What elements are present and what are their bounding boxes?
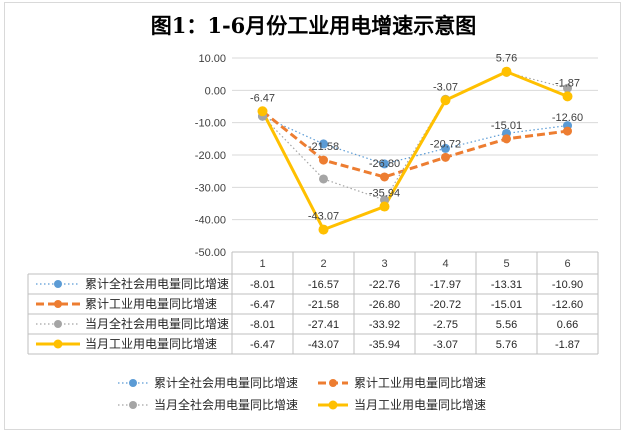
- data-label: -15.01: [491, 120, 522, 132]
- data-point: [319, 155, 328, 165]
- series-line: [262, 71, 568, 201]
- table-cell: -35.94: [369, 339, 400, 351]
- table-cell: -12.60: [552, 299, 583, 311]
- table-legend-marker: [53, 339, 63, 349]
- data-label: -35.94: [369, 188, 400, 200]
- table-cell: -26.80: [369, 299, 400, 311]
- y-tick-label: 0.00: [205, 85, 226, 97]
- data-point: [562, 91, 573, 102]
- x-tick-label: 1: [259, 258, 265, 270]
- y-tick-label: -30.00: [195, 182, 226, 194]
- table-cell: -15.01: [491, 299, 522, 311]
- x-tick-label: 3: [381, 258, 387, 270]
- data-point: [380, 159, 389, 169]
- table-series-name: 累计工业用电量同比增速: [85, 297, 217, 311]
- data-point: [563, 83, 572, 93]
- table-series-name: 累计全社会用电量同比增速: [85, 276, 229, 291]
- data-point: [318, 224, 329, 235]
- table-cell: -8.01: [250, 319, 275, 331]
- table-cell: -6.47: [250, 339, 275, 351]
- y-tick-label: -50.00: [195, 247, 226, 259]
- legend-entry: 当月工业用电量同比增速: [354, 398, 486, 412]
- table-cell: -3.07: [433, 339, 458, 351]
- legend-marker: [129, 401, 137, 409]
- y-axis-ticks: 10.00 0.00 -10.00 -20.00 -30.00 -40.00 -50.00: [195, 53, 226, 259]
- table-cell: -17.97: [430, 279, 461, 291]
- data-label: -20.72: [430, 138, 461, 150]
- table-cell: -27.41: [308, 319, 339, 331]
- table-cell: -21.58: [308, 299, 339, 311]
- data-label: -1.87: [555, 77, 580, 89]
- y-tick-label: -10.00: [195, 118, 226, 130]
- data-point: [563, 126, 572, 136]
- data-label: -26.80: [369, 158, 400, 170]
- series-markers: [257, 66, 573, 235]
- chart-title: 图1：1-6月份工业用电增速示意图: [150, 13, 477, 38]
- data-label: -12.60: [552, 112, 583, 124]
- x-tick-label: 6: [564, 258, 570, 270]
- table-legend-marker: [54, 320, 62, 328]
- y-tick-label: 10.00: [198, 53, 226, 65]
- legend-marker: [129, 379, 137, 387]
- table-cell: -20.72: [430, 299, 461, 311]
- data-point: [440, 95, 451, 106]
- data-point: [501, 66, 512, 77]
- legend-entry: 当月全社会用电量同比增速: [154, 397, 298, 412]
- x-tick-label: 5: [503, 258, 509, 270]
- data-point: [319, 174, 328, 184]
- data-point: [319, 139, 328, 149]
- data-point: [380, 172, 389, 182]
- data-label: -21.58: [308, 141, 339, 153]
- table-cell: -13.31: [491, 279, 522, 291]
- data-table: 1 2 3 4 5 6 累计全社会用电量同比增速 -8.01 -16.57 -22.76 -17.9…: [27, 251, 599, 355]
- table-cell: 5.76: [496, 339, 517, 351]
- table-cell: -2.75: [433, 319, 458, 331]
- table-cell: 5.56: [496, 319, 517, 331]
- data-point: [441, 143, 450, 153]
- legend-marker: [328, 400, 338, 410]
- chart-frame: [4, 2, 621, 430]
- legend-entry: 累计工业用电量同比增速: [354, 376, 486, 390]
- series-line: [261, 110, 568, 179]
- y-tick-label: -20.00: [195, 150, 226, 162]
- data-label: -3.07: [433, 81, 458, 93]
- series-line: [261, 70, 569, 232]
- table-cell: -1.87: [555, 339, 580, 351]
- table-series-name: 当月工业用电量同比增速: [85, 337, 217, 351]
- table-cell: -10.90: [552, 279, 583, 291]
- table-cell: -8.01: [250, 279, 275, 291]
- data-label: -43.07: [308, 211, 339, 223]
- x-tick-label: 2: [320, 258, 326, 270]
- data-point: [502, 134, 511, 144]
- table-series-name: 当月全社会用电量同比增速: [85, 316, 229, 331]
- data-labels: -21.58 -26.80 -20.72 -15.01 -12.60 -6.47 -43.0…: [250, 53, 583, 223]
- legend-marker: [329, 379, 337, 387]
- table-cell: -43.07: [308, 339, 339, 351]
- data-label: 5.76: [496, 53, 517, 65]
- y-tick-label: -40.00: [195, 215, 226, 227]
- data-point: [379, 201, 390, 212]
- data-point: [257, 106, 268, 117]
- table-cell: -6.47: [250, 299, 275, 311]
- table-legend-marker: [54, 280, 62, 288]
- table-cell: -33.92: [369, 319, 400, 331]
- data-label: -6.47: [250, 92, 275, 104]
- x-tick-label: 4: [442, 258, 448, 270]
- data-point: [441, 152, 450, 162]
- table-cell: -22.76: [369, 279, 400, 291]
- legend-entry: 累计全社会用电量同比增速: [154, 375, 298, 390]
- table-legend-marker: [54, 300, 62, 308]
- table-cell: -16.57: [308, 279, 339, 291]
- series-lines: [261, 70, 569, 232]
- table-cell: 0.66: [557, 319, 578, 331]
